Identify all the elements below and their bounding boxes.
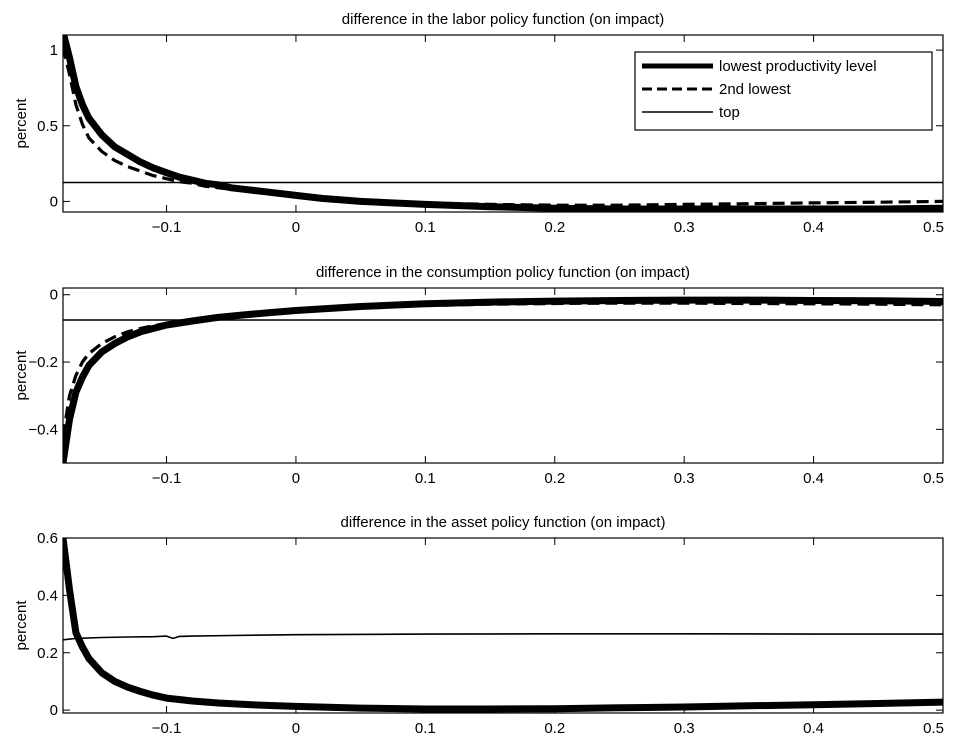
- x-tick-label: 0.3: [674, 720, 695, 737]
- plot-frame: [62, 34, 944, 213]
- y-tick-label: 0.2: [37, 645, 58, 662]
- plot-frame: [62, 287, 944, 464]
- panel-title: difference in the asset policy function …: [341, 514, 666, 531]
- plot-frame: [62, 537, 944, 714]
- y-axis-label: percent: [13, 350, 30, 401]
- panel-2: difference in the consumption policy fun…: [13, 264, 944, 487]
- x-tick-label: 0.5: [923, 219, 944, 236]
- x-tick-label: 0.2: [544, 720, 565, 737]
- series-line-dashed: [63, 543, 943, 711]
- panel-title: difference in the consumption policy fun…: [316, 264, 690, 281]
- panel-3: difference in the asset policy function …: [13, 514, 944, 737]
- panel-title: difference in the labor policy function …: [342, 11, 664, 28]
- x-tick-label: 0.5: [923, 720, 944, 737]
- series-line-dashed: [63, 46, 943, 207]
- x-tick-label: 0: [292, 219, 300, 236]
- series-line-dashed: [63, 301, 943, 437]
- series-line-thin: [63, 632, 943, 641]
- legend: lowest productivity level 2nd lowest top: [634, 51, 933, 131]
- series-line-thick: [63, 296, 943, 463]
- x-tick-label: 0.3: [674, 470, 695, 487]
- y-tick-label: 0.5: [37, 118, 58, 135]
- y-tick-label: 0: [50, 287, 58, 304]
- y-tick-label: 0.4: [37, 587, 58, 604]
- legend-label: lowest productivity level: [719, 58, 877, 75]
- panel-1: difference in the labor policy function …: [13, 11, 944, 236]
- x-tick-label: 0: [292, 470, 300, 487]
- x-tick-label: 0.4: [803, 470, 824, 487]
- series-line-thick: [63, 538, 943, 713]
- y-tick-label: 1: [50, 42, 58, 59]
- y-tick-label: 0: [50, 702, 58, 719]
- x-tick-label: 0.1: [415, 470, 436, 487]
- y-tick-label: 0: [50, 193, 58, 210]
- x-tick-label: −0.1: [152, 219, 182, 236]
- series-line-thick: [63, 35, 943, 212]
- legend-label: 2nd lowest: [719, 81, 792, 98]
- x-tick-label: 0: [292, 720, 300, 737]
- y-tick-label: −0.2: [28, 354, 58, 371]
- y-axis-label: percent: [13, 98, 30, 149]
- legend-label: top: [719, 104, 740, 121]
- x-tick-label: 0.2: [544, 219, 565, 236]
- x-tick-label: 0.4: [803, 720, 824, 737]
- x-tick-label: 0.5: [923, 470, 944, 487]
- x-tick-label: 0.1: [415, 720, 436, 737]
- x-tick-label: 0.1: [415, 219, 436, 236]
- y-tick-label: 0.6: [37, 530, 58, 547]
- x-tick-label: −0.1: [152, 720, 182, 737]
- y-tick-label: −0.4: [28, 421, 58, 438]
- x-tick-label: −0.1: [152, 470, 182, 487]
- y-axis-label: percent: [13, 600, 30, 651]
- x-tick-label: 0.3: [674, 219, 695, 236]
- x-tick-label: 0.4: [803, 219, 824, 236]
- x-tick-label: 0.2: [544, 470, 565, 487]
